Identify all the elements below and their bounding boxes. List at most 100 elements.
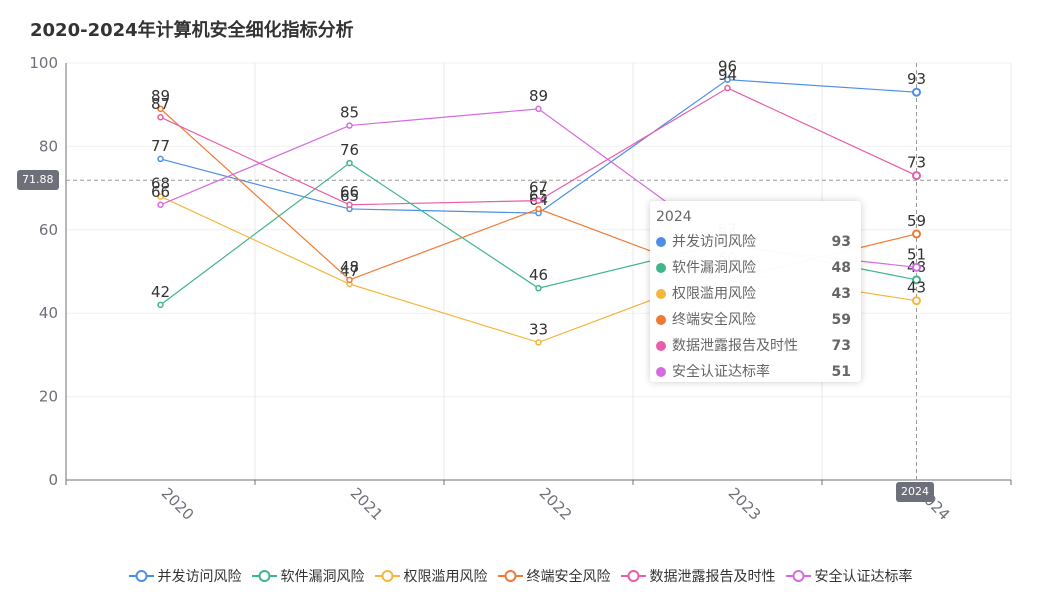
y-tick-label: 0	[48, 471, 58, 489]
legend-item[interactable]: 权限滥用风险	[374, 566, 488, 586]
data-label: 89	[529, 87, 548, 105]
legend-label: 终端安全风险	[526, 569, 611, 585]
data-label: 96	[718, 58, 737, 76]
data-point	[912, 171, 921, 181]
data-point	[912, 229, 921, 239]
legend-item[interactable]: 软件漏洞风险	[251, 566, 365, 586]
data-label: 77	[151, 137, 170, 155]
tooltip-row: 权限滥用风险 43	[656, 281, 855, 307]
legend-item[interactable]: 终端安全风险	[497, 566, 611, 586]
data-label: 94	[718, 66, 737, 84]
tooltip-header: 2024	[656, 209, 692, 225]
tooltip-series-value: 51	[831, 364, 851, 380]
data-label: 51	[907, 245, 926, 263]
y-tick-label: 80	[39, 137, 58, 155]
tooltip-series-name: 终端安全风险	[672, 312, 756, 328]
data-point	[912, 296, 921, 306]
x-tick-label: 2020	[158, 484, 198, 524]
tooltip-dot-icon	[656, 289, 666, 299]
data-point	[724, 84, 731, 92]
tooltip-dot-icon	[656, 263, 666, 273]
data-label: 43	[907, 279, 926, 297]
x-tick-label: 2023	[725, 484, 765, 524]
data-point	[535, 105, 542, 113]
line-chart: 0204060801002020202120222023202477656496…	[29, 54, 1012, 524]
data-point	[346, 159, 353, 167]
data-label: 59	[907, 212, 926, 230]
legend-line-circle-icon	[251, 570, 277, 582]
legend-item[interactable]: 并发访问风险	[128, 566, 242, 586]
tooltip-series-value: 43	[831, 286, 851, 302]
data-point	[157, 155, 164, 163]
data-label: 42	[151, 283, 170, 301]
data-label: 33	[529, 320, 548, 338]
data-label: 89	[151, 87, 170, 105]
data-point	[346, 122, 353, 129]
data-label: 87	[151, 95, 170, 113]
data-point	[157, 105, 164, 113]
data-point	[724, 76, 731, 83]
tooltip-dot-icon	[656, 341, 666, 351]
tooltip-row: 数据泄露报告及时性 73	[656, 333, 855, 359]
legend: 并发访问风险 软件漏洞风险 权限滥用风险 终端安全风险 数据泄露报告及时性 安全认证达标率	[0, 566, 1041, 586]
data-label: 85	[340, 104, 359, 122]
tooltip: 2024 并发访问风险 93 软件漏洞风险 48 权限滥用风险 43 终端安全风险 59 数据泄…	[650, 201, 861, 382]
tooltip-series-name: 软件漏洞风险	[672, 260, 756, 276]
tooltip-series-name: 权限滥用风险	[672, 286, 756, 302]
legend-item[interactable]: 数据泄露报告及时性	[620, 566, 776, 586]
legend-label: 权限滥用风险	[403, 569, 488, 585]
tooltip-row: 终端安全风险 59	[656, 307, 855, 333]
legend-label: 数据泄露报告及时性	[649, 569, 776, 585]
chart-title: 2020-2024年计算机安全细化指标分析	[30, 20, 354, 41]
data-label: 68	[151, 174, 170, 192]
tooltip-dot-icon	[656, 237, 666, 247]
data-point	[346, 201, 353, 209]
legend-label: 安全认证达标率	[814, 569, 913, 585]
y-tick-label: 20	[39, 388, 58, 406]
tooltip-series-name: 数据泄露报告及时性	[672, 338, 798, 354]
y-tick-label: 40	[39, 304, 58, 322]
tooltip-row: 软件漏洞风险 48	[656, 255, 855, 281]
tooltip-series-name: 并发访问风险	[672, 234, 756, 250]
tooltip-dot-icon	[656, 367, 666, 377]
legend-line-circle-icon	[785, 570, 811, 582]
tooltip-series-name: 安全认证达标率	[672, 364, 770, 380]
y-tick-label: 60	[39, 221, 58, 239]
data-point	[912, 87, 921, 97]
legend-line-circle-icon	[128, 570, 154, 582]
data-point	[346, 276, 353, 284]
data-point	[157, 193, 164, 200]
legend-label: 软件漏洞风险	[280, 569, 365, 585]
data-label: 66	[151, 183, 170, 201]
data-point	[157, 201, 164, 209]
data-label: 67	[529, 179, 548, 197]
x-tick-label: 2022	[536, 484, 576, 524]
data-label: 76	[340, 141, 359, 159]
data-point	[535, 339, 542, 346]
crosshair-y-label: 71.88	[17, 170, 59, 190]
data-point	[912, 262, 921, 272]
data-label: 66	[340, 183, 359, 201]
data-label: 65	[340, 187, 359, 205]
legend-line-circle-icon	[497, 570, 523, 582]
x-tick-label: 2021	[347, 484, 387, 524]
tooltip-series-value: 73	[831, 338, 851, 354]
tooltip-row: 安全认证达标率 51	[656, 359, 855, 385]
data-label: 46	[529, 266, 548, 284]
legend-line-circle-icon	[374, 570, 400, 582]
legend-item[interactable]: 安全认证达标率	[785, 566, 913, 586]
tooltip-series-value: 48	[831, 260, 851, 276]
y-tick-label: 100	[29, 54, 58, 72]
data-label: 48	[340, 258, 359, 276]
legend-line-circle-icon	[620, 570, 646, 582]
tooltip-dot-icon	[656, 315, 666, 325]
crosshair-x-label: 2024	[896, 482, 934, 502]
tooltip-series-value: 93	[831, 234, 851, 250]
legend-label: 并发访问风险	[157, 569, 242, 585]
data-point	[912, 275, 921, 285]
data-label: 73	[907, 154, 926, 172]
data-label: 93	[907, 70, 926, 88]
data-point	[535, 284, 542, 292]
data-point	[535, 205, 542, 213]
tooltip-row: 并发访问风险 93	[656, 229, 855, 255]
